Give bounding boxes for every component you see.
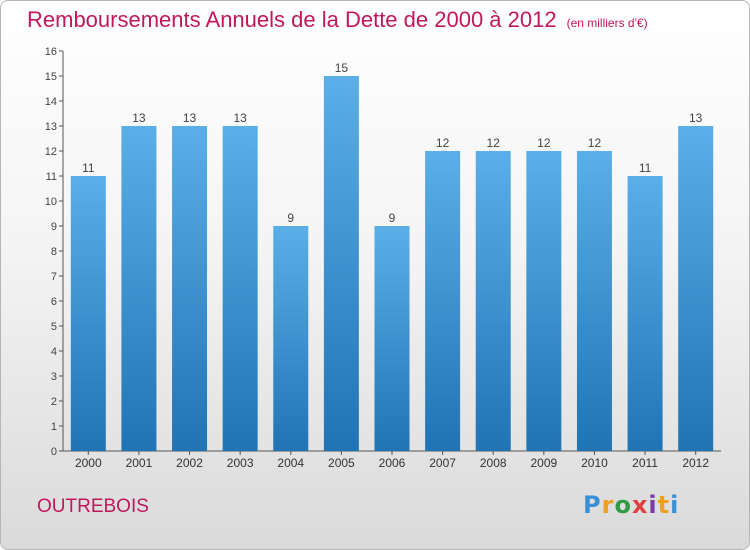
bar bbox=[678, 126, 714, 451]
bar bbox=[70, 176, 106, 451]
y-tick-label: 16 bbox=[45, 46, 57, 58]
bar-value-label: 12 bbox=[436, 136, 450, 150]
bar-value-label: 13 bbox=[183, 111, 197, 125]
x-tick-label: 2001 bbox=[126, 456, 153, 470]
x-tick-label: 2012 bbox=[682, 456, 709, 470]
bar-value-label: 13 bbox=[233, 111, 247, 125]
bar-value-label: 12 bbox=[487, 136, 501, 150]
x-tick-label: 2000 bbox=[75, 456, 102, 470]
bar bbox=[172, 126, 208, 451]
bar-value-label: 15 bbox=[335, 61, 349, 75]
bar-value-label: 12 bbox=[537, 136, 551, 150]
bar-value-label: 12 bbox=[588, 136, 602, 150]
bar bbox=[374, 226, 410, 451]
x-tick-label: 2003 bbox=[227, 456, 254, 470]
x-tick-label: 2002 bbox=[176, 456, 203, 470]
x-tick-label: 2009 bbox=[530, 456, 557, 470]
x-tick-label: 2004 bbox=[277, 456, 304, 470]
y-tick-label: 8 bbox=[51, 246, 57, 258]
bar bbox=[526, 151, 562, 451]
y-tick-label: 3 bbox=[51, 371, 57, 383]
bar bbox=[222, 126, 258, 451]
x-tick-label: 2010 bbox=[581, 456, 608, 470]
commune-name: OUTREBOIS bbox=[37, 496, 149, 517]
y-tick-label: 5 bbox=[51, 321, 57, 333]
y-tick-label: 15 bbox=[45, 71, 57, 83]
y-tick-label: 12 bbox=[45, 146, 57, 158]
y-tick-label: 9 bbox=[51, 221, 57, 233]
y-tick-label: 4 bbox=[51, 346, 57, 358]
bar-value-label: 11 bbox=[639, 161, 652, 175]
chart-title: Remboursements Annuels de la Dette de 20… bbox=[27, 7, 648, 33]
chart-title-text: Remboursements Annuels de la Dette de 20… bbox=[27, 7, 557, 32]
chart-subtitle: (en milliers d'€) bbox=[566, 16, 648, 30]
bar bbox=[323, 76, 359, 451]
y-tick-label: 2 bbox=[51, 396, 57, 408]
bar bbox=[425, 151, 461, 451]
y-tick-label: 1 bbox=[51, 421, 57, 433]
x-tick-label: 2007 bbox=[429, 456, 456, 470]
bar bbox=[627, 176, 663, 451]
y-tick-label: 13 bbox=[45, 121, 57, 133]
y-tick-label: 6 bbox=[51, 296, 57, 308]
bar-value-label: 13 bbox=[132, 111, 146, 125]
y-tick-label: 11 bbox=[46, 171, 57, 183]
y-tick-label: 14 bbox=[45, 96, 57, 108]
bar bbox=[273, 226, 309, 451]
x-tick-label: 2011 bbox=[632, 456, 658, 470]
y-tick-label: 7 bbox=[51, 271, 57, 283]
bar-value-label: 11 bbox=[82, 161, 95, 175]
x-tick-label: 2005 bbox=[328, 456, 355, 470]
proxiti-logo: Proxiti bbox=[583, 491, 680, 519]
bar-value-label: 9 bbox=[287, 211, 294, 225]
bar bbox=[475, 151, 511, 451]
bar-value-label: 13 bbox=[689, 111, 703, 125]
y-tick-label: 0 bbox=[51, 446, 57, 458]
bar bbox=[121, 126, 157, 451]
bar bbox=[576, 151, 612, 451]
x-tick-label: 2006 bbox=[379, 456, 406, 470]
bar-value-label: 9 bbox=[389, 211, 396, 225]
x-tick-label: 2008 bbox=[480, 456, 507, 470]
y-tick-label: 10 bbox=[45, 196, 57, 208]
